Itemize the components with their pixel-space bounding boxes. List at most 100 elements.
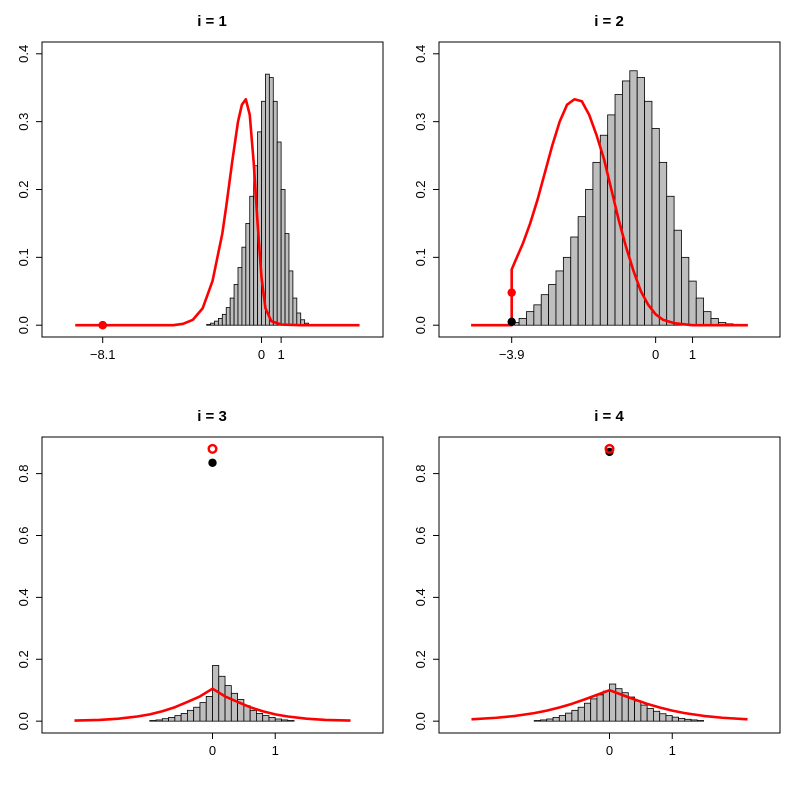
x-tick-label: −8.1 <box>90 347 116 362</box>
histogram-bar <box>168 717 176 722</box>
density-curve <box>471 97 748 327</box>
histogram-bar <box>230 692 238 722</box>
y-tick-label: 0.6 <box>413 526 428 544</box>
histogram-bar <box>186 709 195 722</box>
x-tick-label: 0 <box>606 743 613 758</box>
histogram-bar <box>565 712 573 722</box>
histogram-bar <box>218 675 226 722</box>
panel-i4: i = 4 0.0 0.2 0.4 0.6 0.8 0 1 <box>413 408 781 758</box>
histogram-bar <box>596 694 604 722</box>
histogram-bar <box>696 720 705 722</box>
histogram-bar <box>518 318 527 326</box>
histogram-bar <box>225 307 231 326</box>
x-tick-label: 1 <box>669 743 676 758</box>
histogram-bar <box>245 223 251 326</box>
histogram-bar <box>651 128 660 326</box>
histogram-bar <box>281 719 289 722</box>
histogram-bar <box>562 256 572 326</box>
histogram-bar <box>629 70 638 326</box>
histogram-bar <box>256 713 264 722</box>
histogram-bar <box>555 270 564 326</box>
histogram-bar <box>217 318 223 326</box>
histogram-bar <box>681 256 690 326</box>
histogram-bar <box>540 719 548 722</box>
data-point <box>98 321 107 330</box>
y-tick-label: 0.4 <box>16 45 31 63</box>
data-point <box>604 443 615 454</box>
histogram-bar <box>206 324 211 326</box>
x-tick-label: 0 <box>258 347 265 362</box>
histogram-bar <box>268 717 276 722</box>
x-tick-label: 1 <box>272 743 279 758</box>
histogram-bar <box>272 100 278 326</box>
data-point <box>207 443 218 454</box>
histogram-bar <box>570 236 579 326</box>
y-tick-label: 0.4 <box>16 588 31 606</box>
y-tick-label: 0.1 <box>16 248 31 266</box>
histogram-bar <box>274 718 282 722</box>
histogram-bar <box>288 270 294 326</box>
histogram-bar <box>590 698 598 722</box>
histogram-bar <box>666 195 675 326</box>
histogram-bar <box>265 73 270 326</box>
histogram-bar <box>268 77 274 326</box>
x-tick-label: 1 <box>278 347 285 362</box>
y-tick-label: 0.2 <box>16 650 31 668</box>
histogram-bar <box>658 161 668 326</box>
histogram-bar <box>241 246 247 326</box>
y-tick-label: 0.6 <box>16 526 31 544</box>
histogram-bar <box>214 320 219 326</box>
histogram-bar <box>703 311 712 326</box>
histogram-bar <box>671 716 679 722</box>
histogram-bar <box>602 690 610 722</box>
y-tick-label: 0.2 <box>413 180 428 198</box>
y-tick-label: 0.4 <box>413 45 428 63</box>
density-curve <box>75 97 360 327</box>
histogram-bar <box>634 700 642 722</box>
panel-title: i = 1 <box>197 13 227 30</box>
y-tick-label: 0.1 <box>413 248 428 266</box>
histogram-bar <box>678 717 686 722</box>
histogram-bar <box>592 161 601 326</box>
data-point <box>507 317 516 327</box>
y-tick-label: 0.0 <box>413 712 428 730</box>
histogram-bar <box>262 715 270 722</box>
histogram-bar <box>659 713 667 722</box>
histogram-bar <box>540 294 549 326</box>
panel-i1: i = 1 0.0 0.1 0.2 0.3 0.4 −8.1 0 1 <box>16 13 384 362</box>
histogram-bar <box>546 718 554 722</box>
data-point <box>507 288 516 297</box>
histogram-bar <box>249 195 255 326</box>
y-tick-label: 0.0 <box>16 712 31 730</box>
x-tick-label: 1 <box>689 347 696 362</box>
y-tick-label: 0.3 <box>16 113 31 131</box>
histogram-bar <box>644 100 653 326</box>
y-tick-label: 0.0 <box>413 316 428 334</box>
panel-title: i = 3 <box>197 408 227 425</box>
density-curve <box>74 687 351 722</box>
histogram-bar <box>205 696 213 722</box>
histogram-bar <box>695 297 705 326</box>
histogram-bar <box>552 717 560 722</box>
histogram-bar <box>533 720 541 722</box>
histogram-bar <box>646 708 654 722</box>
histogram-bar <box>688 280 697 326</box>
histogram-bar <box>180 713 188 722</box>
histogram-bar <box>237 267 243 326</box>
plot-frame <box>41 41 384 338</box>
y-tick-label: 0.3 <box>413 113 428 131</box>
histogram-bar <box>229 297 235 326</box>
histogram-bar <box>640 704 648 722</box>
histogram-bar <box>149 720 157 722</box>
histogram-bar <box>210 322 215 326</box>
histogram-bar <box>673 229 682 326</box>
histogram-bar <box>280 189 286 326</box>
y-tick-label: 0.2 <box>16 180 31 198</box>
y-tick-label: 0.0 <box>16 316 31 334</box>
histogram-bar <box>585 189 594 326</box>
histogram-bar <box>627 696 635 722</box>
histogram-bar <box>684 718 692 722</box>
data-point <box>208 458 217 467</box>
x-tick-label: 0 <box>209 743 216 758</box>
